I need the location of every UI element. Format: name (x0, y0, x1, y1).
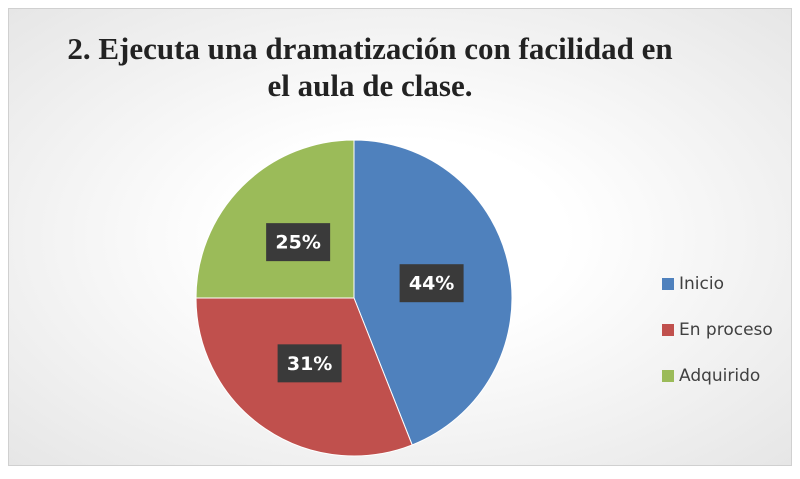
data-label: 25% (275, 232, 320, 254)
pie-slice (195, 139, 355, 299)
legend-label: En proceso (679, 320, 773, 340)
data-label-box (266, 223, 331, 262)
legend-swatch (662, 370, 674, 382)
legend-label: Adquirido (679, 366, 760, 386)
data-label-box (399, 264, 464, 303)
legend-swatch (662, 278, 674, 290)
data-label-box (277, 344, 342, 383)
legend-swatch (662, 324, 674, 336)
data-label: 31% (287, 353, 332, 375)
data-label: 44% (409, 273, 454, 295)
legend-label: Inicio (679, 274, 724, 294)
chart-title: 2. Ejecuta una dramatización con facilid… (67, 31, 673, 103)
